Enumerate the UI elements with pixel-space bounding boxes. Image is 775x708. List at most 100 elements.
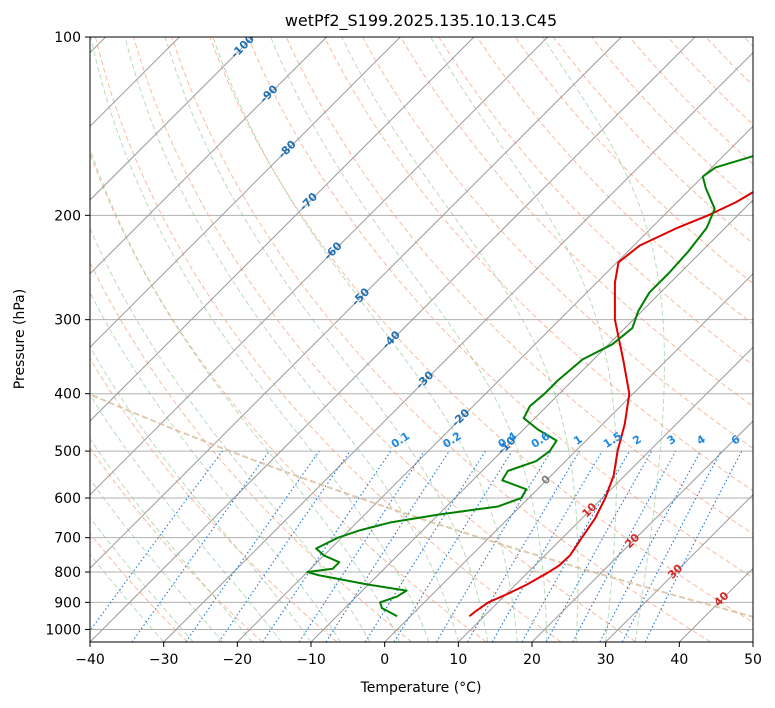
lcl-guide-curve bbox=[90, 393, 753, 618]
background-lines bbox=[90, 37, 753, 642]
mixing-ratio-label: 3 bbox=[665, 433, 679, 448]
moist-adiabat-line bbox=[212, 37, 518, 642]
mixing-ratio-label: 8 bbox=[755, 433, 769, 448]
mixing-ratio-label: 1 bbox=[571, 433, 585, 448]
y-tick-label: 1000 bbox=[45, 622, 81, 638]
temperature-line bbox=[468, 191, 753, 618]
mixing-ratio-line bbox=[185, 450, 320, 642]
dewpoint-line bbox=[306, 155, 753, 618]
dry-adiabat-line bbox=[94, 37, 562, 642]
isotherm-line bbox=[310, 199, 753, 642]
dry-adiabat-line bbox=[667, 37, 753, 126]
line-labels: -100-90-80-70-60-50-40-30-20-10010203040… bbox=[228, 32, 769, 609]
mixing-ratio-line bbox=[599, 450, 702, 642]
isotherm-line bbox=[163, 51, 753, 642]
x-tick-label: 10 bbox=[449, 652, 467, 668]
dry-adiabat-line bbox=[171, 37, 711, 642]
dry-adiabat-line bbox=[400, 37, 753, 407]
profile-lines bbox=[306, 155, 753, 618]
isotherm-label: 30 bbox=[665, 561, 685, 581]
moist-adiabat-line bbox=[90, 478, 223, 642]
x-tick-label: 0 bbox=[380, 652, 389, 668]
dry-adiabat-line bbox=[743, 37, 753, 47]
moist-adiabat-line bbox=[90, 147, 400, 642]
isotherm-line bbox=[605, 493, 753, 642]
isotherm-line bbox=[384, 272, 753, 642]
isotherm-line bbox=[90, 37, 254, 201]
axes: −40 −30 −20 −10 0 10 20 30 40 5010020030040050060… bbox=[45, 30, 762, 668]
dry-adiabat-line bbox=[323, 37, 753, 492]
dry-adiabat-line bbox=[90, 357, 338, 642]
isotherm-line bbox=[90, 37, 549, 496]
dry-adiabat-line bbox=[90, 532, 189, 642]
y-axis-label: Pressure (hPa) bbox=[12, 289, 28, 389]
isotherm-line bbox=[457, 346, 753, 642]
isotherm-line bbox=[90, 37, 328, 275]
isotherm-line bbox=[752, 641, 753, 642]
mixing-ratio-label: 2 bbox=[630, 433, 644, 448]
dry-adiabat-line bbox=[90, 261, 413, 642]
x-tick-label: −10 bbox=[296, 652, 326, 668]
isotherm-line bbox=[90, 37, 475, 422]
y-tick-label: 900 bbox=[54, 595, 81, 611]
dry-adiabat-line bbox=[90, 446, 263, 642]
isotherm-label: 0 bbox=[539, 472, 554, 487]
y-tick-label: 500 bbox=[54, 444, 81, 460]
mixing-ratio-line bbox=[572, 450, 677, 642]
mixing-ratio-label: 4 bbox=[694, 432, 708, 447]
moist-adiabat-line bbox=[124, 37, 459, 642]
isotherm-label: -40 bbox=[380, 328, 403, 351]
moist-adiabat-line bbox=[90, 345, 312, 642]
x-axis-label: Temperature (°C) bbox=[360, 680, 482, 696]
isotherm-line bbox=[678, 567, 753, 642]
moist-adiabat-line bbox=[90, 516, 194, 642]
y-tick-label: 800 bbox=[54, 565, 81, 581]
isotherm-label: -100 bbox=[228, 32, 257, 61]
mixing-ratio-label: 0.2 bbox=[440, 429, 463, 451]
mixing-ratio-line bbox=[467, 450, 580, 642]
mixing-ratio-line bbox=[218, 450, 351, 642]
isotherm-line bbox=[90, 37, 401, 349]
moist-adiabat-line bbox=[90, 227, 371, 642]
dry-adiabat-line bbox=[476, 37, 753, 325]
dry-adiabat-line bbox=[591, 37, 753, 205]
x-tick-label: −30 bbox=[149, 652, 179, 668]
x-tick-label: −40 bbox=[75, 652, 105, 668]
mixing-ratio-line bbox=[491, 450, 603, 642]
dry-adiabat-line bbox=[514, 37, 753, 285]
isotherm-line bbox=[90, 37, 622, 570]
moist-adiabat-line bbox=[542, 37, 665, 642]
dry-adiabat-line bbox=[247, 37, 753, 579]
x-tick-label: 50 bbox=[744, 652, 762, 668]
mixing-ratio-line bbox=[90, 450, 223, 632]
plot-frame bbox=[89, 36, 754, 643]
mixing-ratio-line bbox=[325, 450, 450, 642]
moist-adiabat-line bbox=[90, 37, 430, 642]
dry-adiabat-line bbox=[209, 37, 753, 624]
moist-adiabat-line bbox=[90, 394, 282, 642]
y-tick-label: 300 bbox=[54, 313, 81, 329]
x-tick-label: −20 bbox=[223, 652, 253, 668]
mixing-ratio-line bbox=[435, 450, 552, 642]
dry-adiabat-line bbox=[705, 37, 753, 87]
mixing-ratio-line bbox=[131, 450, 270, 642]
dry-adiabat-line bbox=[90, 152, 487, 642]
y-tick-label: 200 bbox=[54, 208, 81, 224]
mixing-ratio-label: 0.6 bbox=[529, 429, 553, 451]
moist-adiabat-line bbox=[270, 37, 548, 642]
mixing-ratio-line bbox=[545, 450, 653, 642]
x-tick-label: 20 bbox=[523, 652, 541, 668]
y-tick-label: 100 bbox=[54, 30, 81, 46]
moist-adiabat-line bbox=[90, 291, 341, 642]
x-tick-label: 30 bbox=[597, 652, 615, 668]
mixing-ratio-line bbox=[262, 450, 392, 642]
y-tick-label: 700 bbox=[54, 531, 81, 547]
moist-adiabat-line bbox=[430, 37, 618, 642]
moist-adiabat-line bbox=[164, 37, 489, 642]
y-tick-label: 600 bbox=[54, 491, 81, 507]
moist-adiabat-line bbox=[90, 437, 253, 642]
mixing-ratio-label: 6 bbox=[729, 432, 743, 447]
moist-adiabat-line bbox=[341, 37, 579, 642]
mixing-ratio-line bbox=[621, 450, 722, 642]
dry-adiabat-line bbox=[438, 37, 753, 366]
